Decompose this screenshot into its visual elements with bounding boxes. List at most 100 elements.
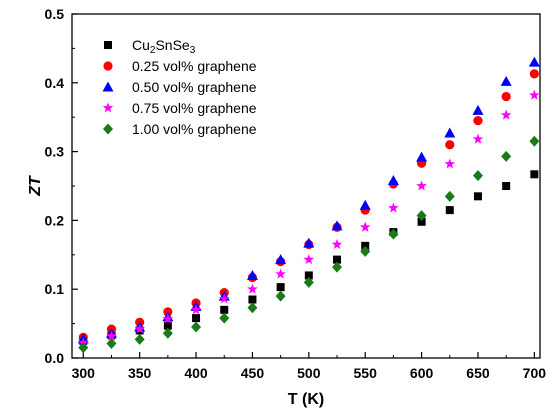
y-tick-label: 0.2	[45, 212, 65, 228]
data-point-star	[303, 254, 315, 265]
x-tick-label: 300	[72, 365, 96, 381]
y-tick-label: 0.0	[45, 350, 65, 366]
data-point-square	[192, 314, 201, 323]
legend-marker-diamond	[103, 123, 113, 135]
series-4-points	[77, 89, 540, 348]
data-point-star	[190, 304, 202, 315]
data-point-star	[331, 238, 343, 250]
data-point-triangle	[500, 75, 512, 86]
data-point-triangle	[416, 151, 428, 162]
legend-entry: Cu2SnSe3	[104, 37, 196, 56]
data-point-square	[220, 305, 229, 314]
x-tick-label: 600	[410, 365, 434, 381]
data-point-star	[500, 109, 512, 120]
x-tick-label: 450	[241, 365, 265, 381]
data-point-star	[134, 323, 145, 334]
data-point-diamond	[78, 342, 89, 354]
x-tick-label: 500	[297, 365, 321, 381]
legend-marker-circle	[103, 61, 113, 71]
y-tick-label: 0.5	[45, 6, 65, 22]
data-point-star	[444, 158, 456, 169]
x-tick-label: 350	[128, 365, 152, 381]
data-point-diamond	[219, 312, 230, 324]
data-point-star	[106, 330, 117, 341]
x-axis-title: T (K)	[288, 391, 324, 408]
data-point-circle	[501, 91, 511, 102]
data-point-triangle	[331, 220, 343, 231]
x-tick-label: 400	[184, 365, 208, 381]
y-tick-label: 0.1	[45, 281, 65, 297]
data-point-square	[248, 295, 257, 304]
legend-marker-star	[102, 102, 114, 113]
legend-label: Cu2SnSe3	[132, 37, 196, 56]
y-tick-label: 0.4	[45, 75, 65, 91]
data-point-circle	[473, 116, 483, 126]
legend-label: 0.25 vol% graphene	[132, 58, 257, 74]
data-points	[77, 56, 540, 354]
legend: Cu2SnSe3 0.25 vol% graphene 0.50 vol% grap…	[102, 37, 257, 137]
legend-label-part: 2	[150, 45, 156, 56]
data-point-star	[388, 202, 399, 213]
data-point-star	[529, 89, 540, 100]
y-tick-label: 0.3	[45, 144, 65, 160]
data-point-star	[247, 283, 258, 294]
series-5-points	[78, 135, 540, 354]
legend-marker-square	[104, 41, 112, 49]
data-point-triangle	[472, 104, 484, 115]
data-point-diamond	[388, 228, 399, 240]
data-point-triangle	[275, 254, 287, 265]
data-point-square	[333, 255, 342, 264]
legend-label: 0.50 vol% graphene	[132, 79, 257, 95]
legend-marker-triangle	[102, 81, 114, 92]
legend-label: 1.00 vol% graphene	[132, 121, 257, 137]
data-point-diamond	[360, 245, 371, 257]
data-point-square	[445, 206, 454, 215]
data-point-square	[163, 321, 172, 330]
data-point-triangle	[303, 237, 315, 248]
data-point-star	[275, 268, 286, 279]
data-point-diamond	[191, 321, 202, 333]
data-point-diamond	[472, 170, 483, 182]
data-point-triangle	[444, 127, 456, 138]
data-point-square	[502, 182, 511, 190]
data-point-triangle	[528, 56, 540, 67]
legend-label-part: SnSe	[155, 37, 189, 53]
data-point-diamond	[416, 210, 427, 222]
legend-entry: 0.75 vol% graphene	[102, 100, 257, 116]
data-point-square	[473, 192, 482, 201]
data-point-square	[361, 241, 370, 250]
data-point-diamond	[106, 338, 117, 350]
legend-entry: 0.50 vol% graphene	[102, 79, 257, 95]
data-point-star	[359, 221, 371, 232]
data-point-diamond	[303, 276, 314, 288]
y-axis-title: ZT	[27, 175, 44, 197]
data-point-square	[304, 271, 313, 280]
data-point-square	[417, 217, 426, 226]
data-point-star	[218, 293, 230, 304]
data-point-circle	[529, 69, 539, 79]
x-tick-label: 700	[523, 365, 547, 381]
data-point-star	[416, 180, 427, 191]
legend-label-part: Cu	[132, 37, 150, 53]
legend-entry: 1.00 vol% graphene	[103, 121, 257, 137]
x-tick-label: 650	[466, 365, 490, 381]
data-point-diamond	[162, 327, 173, 339]
data-point-star	[472, 133, 484, 144]
legend-entry: 0.25 vol% graphene	[103, 58, 257, 74]
data-point-square	[276, 283, 285, 292]
x-tick-label: 550	[354, 365, 378, 381]
legend-label: 0.75 vol% graphene	[132, 100, 257, 116]
tick-labels: 300 350 400 450 500 550 600 650 700 0.0 0.1 0.2 0.3 0…	[45, 6, 547, 381]
data-point-diamond	[275, 290, 286, 302]
data-point-triangle	[246, 269, 258, 280]
data-point-square	[530, 170, 539, 179]
axis-ticks	[72, 13, 535, 359]
data-point-diamond	[247, 302, 258, 314]
data-point-diamond	[134, 333, 145, 345]
data-point-triangle	[359, 199, 371, 210]
legend-label-part: 3	[190, 45, 196, 56]
data-point-triangle	[387, 174, 399, 185]
data-point-diamond	[444, 190, 455, 202]
data-point-circle	[445, 140, 455, 150]
